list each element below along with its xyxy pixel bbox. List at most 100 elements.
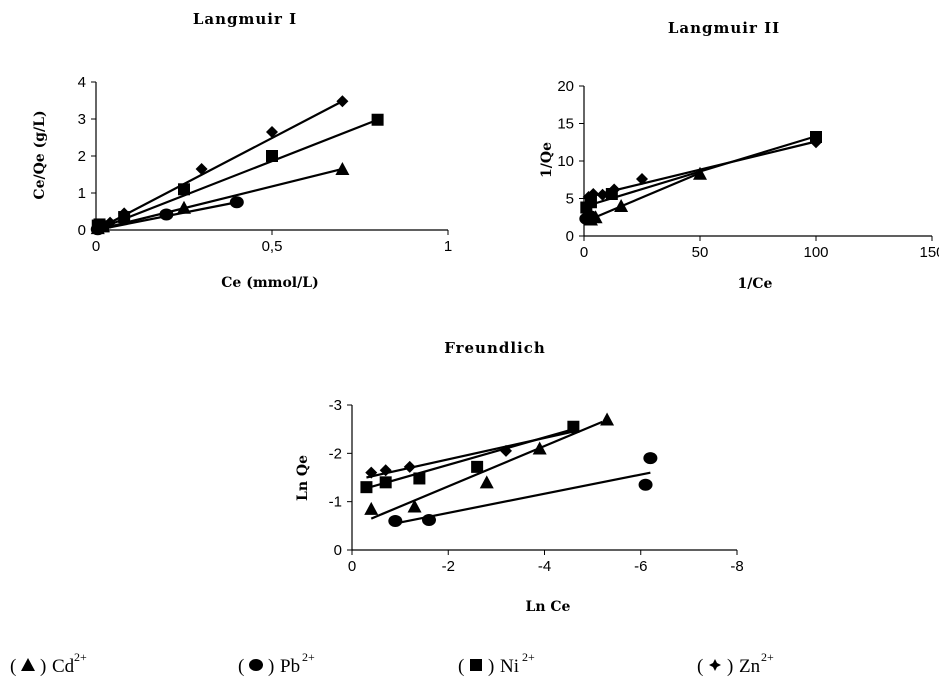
data-point-pb [583, 210, 598, 223]
series-pb [90, 196, 244, 236]
data-point-ni [178, 183, 190, 196]
x-tick-label: 150 [919, 244, 939, 261]
y-tick-label: 5 [566, 191, 574, 208]
data-point-pb [92, 222, 107, 235]
y-tick-label: -2 [329, 445, 342, 462]
series-ni [360, 420, 580, 494]
legend-marker-circle-icon [249, 659, 263, 671]
x-tick-label: 0 [92, 238, 100, 255]
data-point-pb [638, 478, 653, 491]
data-point-zn [195, 162, 208, 175]
y-tick-label: 0 [78, 222, 86, 239]
data-point-cd [364, 501, 379, 515]
legend-item-cd: () Cd 2+ [10, 650, 87, 677]
x-axis-label: Ln Ce [526, 599, 571, 615]
y-tick-label: 4 [78, 74, 86, 91]
data-point-ni [584, 196, 597, 209]
data-point-pb [643, 452, 658, 465]
series-pb [388, 452, 658, 527]
legend-marker-cross-icon [709, 659, 721, 671]
data-point-cd [693, 166, 707, 180]
x-tick-label: -6 [634, 558, 647, 575]
x-tick-label: 0 [580, 244, 588, 261]
langmuir2-chart: Langmuir II 0 50 100 150 0 5 10 15 20 1/Ce 1/Qe [539, 19, 939, 292]
y-tick-label: 3 [78, 111, 86, 128]
y-tick-label: 20 [557, 78, 574, 95]
fit-line-cd [585, 171, 701, 223]
y-tick-label: 15 [557, 116, 574, 133]
x-tick-label: 0 [348, 558, 356, 575]
x-tick-label: 1 [444, 238, 452, 255]
data-point-ni [371, 113, 384, 126]
x-tick-label: 100 [803, 244, 828, 261]
data-point-zn [336, 95, 349, 108]
legend-item-ni: () Ni 2+ [458, 650, 535, 677]
legend-ion-label: Zn [739, 656, 761, 677]
data-point-ni [379, 476, 392, 489]
legend-item-zn: () Zn 2+ [697, 650, 774, 677]
data-point-zn [596, 188, 609, 201]
data-point-ni [360, 481, 373, 494]
data-point-cd [177, 200, 191, 214]
data-point-pb [159, 208, 174, 221]
y-axis-label: Ce/Qe (g/L) [32, 110, 48, 199]
data-point-pb [422, 514, 436, 527]
data-point-ni [266, 150, 278, 162]
fit-line-ni [95, 118, 379, 232]
x-tick-label: 50 [692, 244, 709, 261]
legend-item-pb: () Pb 2+ [238, 650, 315, 677]
data-point-zn [365, 466, 378, 479]
legend-ion-label: Ni [500, 656, 519, 677]
data-point-ni [605, 188, 618, 200]
legend-ion-charge: 2+ [74, 650, 87, 664]
data-point-ni [118, 211, 131, 224]
data-point-ni [567, 420, 580, 433]
y-tick-label: 1 [78, 185, 86, 202]
data-point-pb [388, 515, 403, 527]
data-point-zn [266, 125, 278, 138]
series-pb [579, 210, 598, 225]
y-axis-label: Ln Qe [295, 455, 311, 501]
legend-close-paren: ) [488, 656, 494, 677]
data-point-ni [471, 460, 484, 473]
data-point-cd [614, 199, 629, 212]
chart-title: Langmuir I [193, 10, 297, 28]
y-tick-label: -1 [329, 494, 342, 511]
data-point-zn [636, 173, 648, 185]
series-zn [91, 95, 349, 235]
legend-open-paren: ( [10, 656, 16, 677]
y-tick-label: 2 [78, 148, 86, 165]
data-point-ni [810, 131, 822, 143]
x-axis-label: 1/Ce [738, 276, 773, 292]
fit-line-zn [95, 100, 343, 231]
legend-open-paren: ( [238, 656, 244, 677]
legend-close-paren: ) [40, 656, 46, 677]
legend-ion-charge: 2+ [761, 650, 774, 664]
fit-line-pb [395, 471, 651, 525]
legend-open-paren: ( [697, 656, 703, 677]
ion-legend: () Cd 2+() Pb 2+() Ni 2+() Zn 2+ [10, 650, 774, 677]
legend-ion-label: Pb [280, 656, 300, 677]
data-point-pb [229, 196, 244, 209]
data-point-cd [479, 475, 494, 489]
x-tick-label: -8 [730, 558, 743, 575]
data-point-zn [403, 460, 416, 473]
legend-open-paren: ( [458, 656, 464, 677]
legend-ion-charge: 2+ [302, 650, 315, 664]
data-point-ni [413, 472, 426, 485]
series-cd [364, 412, 615, 520]
legend-marker-triangle-icon [21, 658, 35, 671]
x-tick-label: -2 [442, 558, 455, 575]
langmuir1-chart: Langmuir I 0 0,5 1 0 1 2 3 4 Ce (mmol/L) Ce/Qe (g/… [32, 10, 452, 291]
y-tick-label: -3 [329, 397, 342, 414]
data-point-cd [407, 499, 422, 513]
legend-marker-square-icon [470, 659, 482, 671]
legend-ion-charge: 2+ [522, 650, 535, 664]
data-point-zn [379, 464, 392, 477]
chart-title: Freundlich [444, 339, 546, 357]
data-point-cd [532, 441, 547, 455]
y-tick-label: 0 [334, 542, 342, 559]
freundlich-chart: Freundlich 0 -2 -4 -6 -8 0 -1 -2 -3 Ln Ce Ln Qe [295, 339, 744, 615]
data-point-cd [335, 161, 350, 175]
